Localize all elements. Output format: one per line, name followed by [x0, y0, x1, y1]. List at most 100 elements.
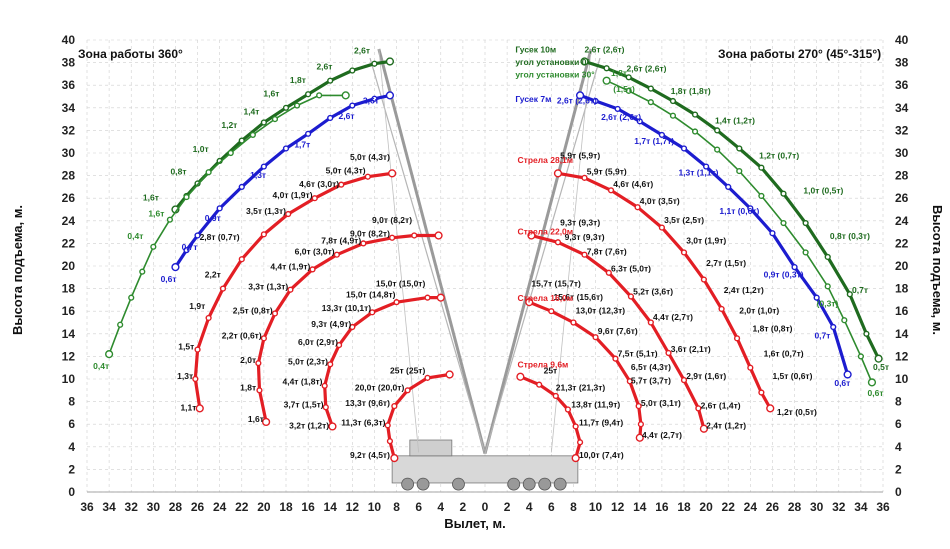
- data-point: [384, 422, 391, 429]
- x-tick-label: 26: [191, 500, 205, 514]
- data-point: [602, 76, 611, 85]
- data-point: [824, 253, 831, 261]
- x-tick-label: 14: [324, 500, 338, 514]
- series-layer: [105, 57, 883, 463]
- point-label: 5,0т (4,3т): [326, 165, 366, 175]
- point-label: 10,0т (7,4т): [579, 450, 624, 460]
- data-point: [192, 375, 199, 383]
- y-tick-label-right: 8: [895, 395, 902, 409]
- y-tick-label-left: 28: [62, 169, 76, 183]
- point-label: 4,6т (3,0т): [299, 179, 339, 189]
- x-tick-label: 22: [235, 500, 249, 514]
- data-point: [238, 183, 245, 191]
- data-point: [570, 319, 577, 326]
- data-point: [194, 232, 201, 239]
- point-label: 9,2т (4,5т): [350, 450, 390, 460]
- crane-illustration: [369, 48, 601, 491]
- data-point: [718, 305, 725, 313]
- series-name-label: Стрела 22,0м: [518, 226, 574, 236]
- point-label: 11,3т (6,3т): [341, 417, 385, 427]
- point-label: 21,3т (21,3т): [556, 382, 606, 392]
- data-point: [404, 387, 411, 394]
- point-label: 0,8т (0,3т): [830, 231, 870, 241]
- data-point: [287, 286, 294, 293]
- data-point: [766, 404, 775, 413]
- point-label: 2,6т (2,6т): [585, 44, 625, 54]
- data-point: [371, 60, 378, 67]
- y-tick-label-right: 6: [895, 417, 902, 431]
- y-tick-label-left: 36: [62, 78, 76, 92]
- wheel: [401, 477, 415, 491]
- wheel: [416, 477, 430, 491]
- data-point: [256, 387, 263, 394]
- x-tick-label: 32: [125, 500, 139, 514]
- point-label: 2,2т (0,6т): [222, 330, 262, 340]
- data-point: [385, 91, 395, 100]
- data-point: [150, 243, 157, 250]
- point-label: 2,6т (2,6т): [627, 64, 667, 74]
- series-6: [105, 76, 877, 387]
- y-tick-label-left: 22: [62, 236, 76, 250]
- data-point: [527, 231, 536, 240]
- point-label: 0,4т: [93, 361, 109, 371]
- point-label: 0,4т: [127, 231, 143, 241]
- point-label: 15,6т (15,6т): [554, 292, 604, 302]
- data-point: [271, 115, 279, 123]
- series-2: [255, 231, 709, 433]
- data-point: [780, 219, 787, 227]
- point-label: 25т (25т): [390, 365, 425, 375]
- point-label: 6,5т (4,3т): [631, 362, 671, 372]
- y-tick-label-right: 10: [895, 372, 909, 386]
- data-point: [282, 145, 290, 152]
- point-label: 2,6т (2,6т): [601, 112, 641, 122]
- data-point: [391, 403, 398, 410]
- point-label: 25т: [544, 365, 558, 375]
- data-point: [385, 57, 395, 66]
- y-axis-title-right: Высота подъема, м.: [930, 205, 945, 335]
- data-point: [634, 204, 641, 211]
- point-label: 5,9т (5,9т): [560, 151, 600, 161]
- series-line-left: [193, 171, 394, 410]
- point-label: 1,5т (0,6т): [772, 371, 812, 381]
- series-name-label: угол установки 30°: [515, 69, 595, 79]
- y-tick-label-right: 20: [895, 259, 909, 273]
- point-label: 1,8т: [290, 75, 306, 85]
- point-label: 5,9т (5,9т): [587, 166, 627, 176]
- data-point: [733, 335, 741, 342]
- point-label: 1,7т: [294, 139, 310, 149]
- y-tick-label-left: 6: [68, 417, 75, 431]
- data-point: [554, 239, 562, 246]
- boom-cable-left: [378, 49, 420, 453]
- x-tick-label: 12: [346, 500, 360, 514]
- y-tick-label-right: 14: [895, 327, 909, 341]
- data-point: [571, 454, 580, 463]
- data-point: [553, 169, 563, 178]
- point-label: 6,0т (2,9т): [298, 337, 338, 347]
- data-point: [647, 85, 654, 92]
- point-label: 15,7т (15,7т): [531, 278, 581, 288]
- point-label: 7,8т (4,9т): [321, 235, 361, 245]
- data-point: [260, 163, 267, 170]
- y-tick-label-left: 2: [68, 462, 75, 476]
- y-tick-label-right: 30: [895, 146, 909, 160]
- data-point: [699, 424, 709, 433]
- data-point: [863, 330, 870, 337]
- point-label: 2,7т (1,5т): [706, 258, 746, 268]
- series-line-right: [578, 93, 850, 377]
- x-tick-label: 2: [504, 500, 511, 514]
- crane-cab: [409, 439, 453, 457]
- point-label: 2,6т (2,6т): [557, 95, 597, 105]
- point-label: 15,0т (15,0т): [376, 278, 426, 288]
- data-point: [171, 263, 180, 272]
- y-tick-label-right: 4: [895, 440, 902, 454]
- point-label: 2,0т (1,0т): [739, 305, 779, 315]
- series-name-label: Стрела 16,0м: [518, 293, 574, 303]
- wheel: [452, 477, 465, 491]
- y-tick-label-right: 22: [895, 236, 909, 250]
- data-point: [736, 167, 743, 175]
- data-point: [183, 193, 190, 201]
- data-point: [436, 293, 445, 302]
- data-point: [665, 349, 672, 357]
- y-tick-label-right: 40: [895, 33, 909, 47]
- y-tick-label-right: 32: [895, 123, 909, 137]
